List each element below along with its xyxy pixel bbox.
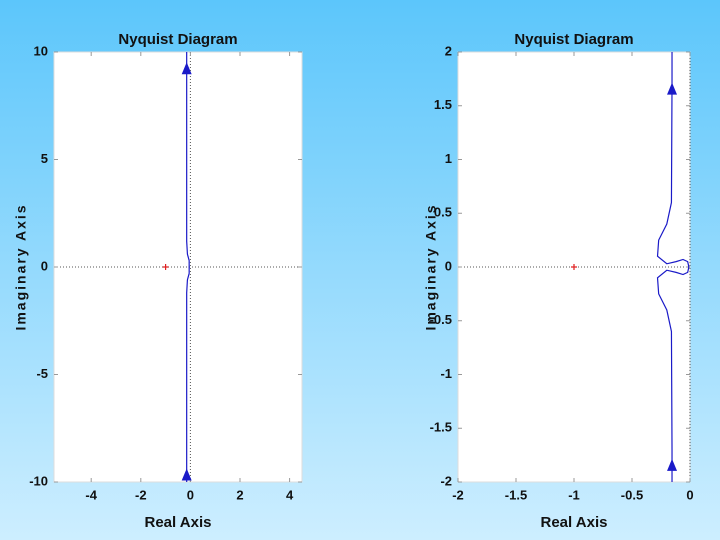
nyquist-curve: [656, 52, 690, 482]
y-axis-label: Imaginary Axis: [13, 203, 29, 330]
critical-point: [571, 264, 577, 270]
x-tick-label: -2: [135, 487, 147, 502]
y-tick-label: 1.5: [434, 97, 452, 112]
x-axis-label: Real Axis: [541, 514, 608, 531]
direction-arrow: [667, 458, 678, 471]
chart-title: Nyquist Diagram: [514, 31, 633, 48]
direction-arrow: [181, 468, 192, 481]
x-tick-label: 0: [686, 487, 693, 502]
y-tick-label: -10: [29, 473, 48, 488]
x-tick-label: 2: [236, 487, 243, 502]
x-tick-label: -4: [85, 487, 97, 502]
x-axis-label: Real Axis: [145, 514, 212, 531]
y-tick-label: 10: [34, 43, 48, 58]
y-tick-label: 0: [41, 258, 48, 273]
y-tick-label: -5: [36, 366, 48, 381]
direction-arrow: [667, 82, 678, 95]
x-tick-label: -2: [452, 487, 464, 502]
y-tick-label: 5: [41, 151, 48, 166]
x-tick-label: -1.5: [505, 487, 527, 502]
y-tick-label: 0.5: [434, 205, 452, 220]
chart-title: Nyquist Diagram: [118, 31, 237, 48]
x-tick-label: -1: [568, 487, 580, 502]
critical-point: [162, 264, 169, 270]
x-tick-label: 0: [187, 487, 194, 502]
direction-arrow: [181, 62, 192, 75]
y-tick-label: -1.5: [430, 420, 452, 435]
y-axis-label: Imaginary Axis: [423, 203, 439, 330]
y-tick-label: -2: [440, 473, 452, 488]
y-tick-label: 2: [445, 43, 452, 58]
y-tick-label: 1: [445, 151, 452, 166]
y-tick-label: -0.5: [430, 312, 452, 327]
x-tick-label: 4: [286, 487, 294, 502]
nyquist-curve: [186, 52, 190, 482]
x-tick-label: -0.5: [621, 487, 643, 502]
y-tick-label: -1: [440, 366, 452, 381]
y-tick-label: 0: [445, 258, 452, 273]
